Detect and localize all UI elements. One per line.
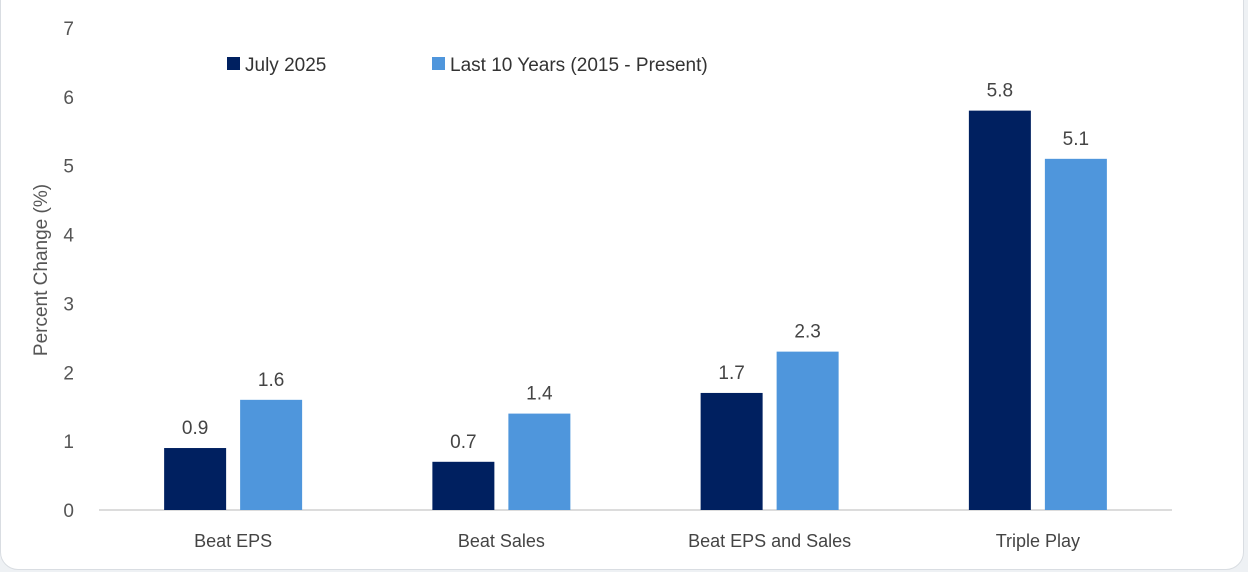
y-tick-label: 4 [63,226,74,247]
data-labels: 0.9 1.6 0.7 1.4 1.7 2.3 5.8 5.1 [182,81,1089,453]
y-tick-label: 7 [63,19,74,40]
bar-beat-eps-july-2025 [164,448,227,510]
data-label-beat-sales-july-2025: 0.7 [450,432,476,453]
legend-swatch-last-10-years [432,57,445,70]
x-category-label-triple-play: Triple Play [996,531,1080,551]
legend-swatch-july-2025 [227,57,240,70]
x-category-label-beat-eps-and-sales: Beat EPS and Sales [688,531,851,551]
y-axis-label: Percent Change (%) [31,184,52,356]
data-label-triple-play-july-2025: 5.8 [987,81,1013,102]
data-label-triple-play-last-10-years-2015-present: 5.1 [1063,129,1089,150]
bar-beat-sales-last-10-years-2015-present [508,413,571,510]
data-label-beat-eps-and-sales-july-2025: 1.7 [718,363,744,384]
legend-label-july-2025: July 2025 [245,55,326,76]
x-axis-categories: Beat EPS Beat Sales Beat EPS and Sales Trip… [194,531,1080,551]
bar-triple-play-last-10-years-2015-present [1044,158,1107,511]
bar-beat-sales-july-2025 [432,461,495,510]
data-label-beat-eps-last-10-years-2015-present: 1.6 [258,370,284,391]
y-tick-label: 5 [63,157,74,178]
x-category-label-beat-eps: Beat EPS [194,531,272,551]
legend: July 2025 Last 10 Years (2015 - Present) [227,55,708,76]
legend-label-last-10-years: Last 10 Years (2015 - Present) [450,55,708,76]
y-tick-label: 0 [63,501,74,522]
data-label-beat-eps-july-2025: 0.9 [182,418,208,439]
y-tick-label: 1 [63,432,74,453]
data-label-beat-eps-and-sales-last-10-years-2015-present: 2.3 [794,322,820,343]
y-tick-label: 6 [63,88,74,109]
x-category-label-beat-sales: Beat Sales [458,531,545,551]
y-tick-label: 3 [63,294,74,315]
bar-beat-eps-and-sales-july-2025 [700,392,763,510]
y-axis-ticks: 0 1 2 3 4 5 6 7 [63,19,74,522]
bars [164,110,1107,511]
data-label-beat-sales-last-10-years-2015-present: 1.4 [526,384,553,405]
bar-triple-play-july-2025 [968,110,1031,510]
y-tick-label: 2 [63,363,74,384]
bar-beat-eps-and-sales-last-10-years-2015-present [776,351,839,510]
bar-beat-eps-last-10-years-2015-present [240,399,303,510]
